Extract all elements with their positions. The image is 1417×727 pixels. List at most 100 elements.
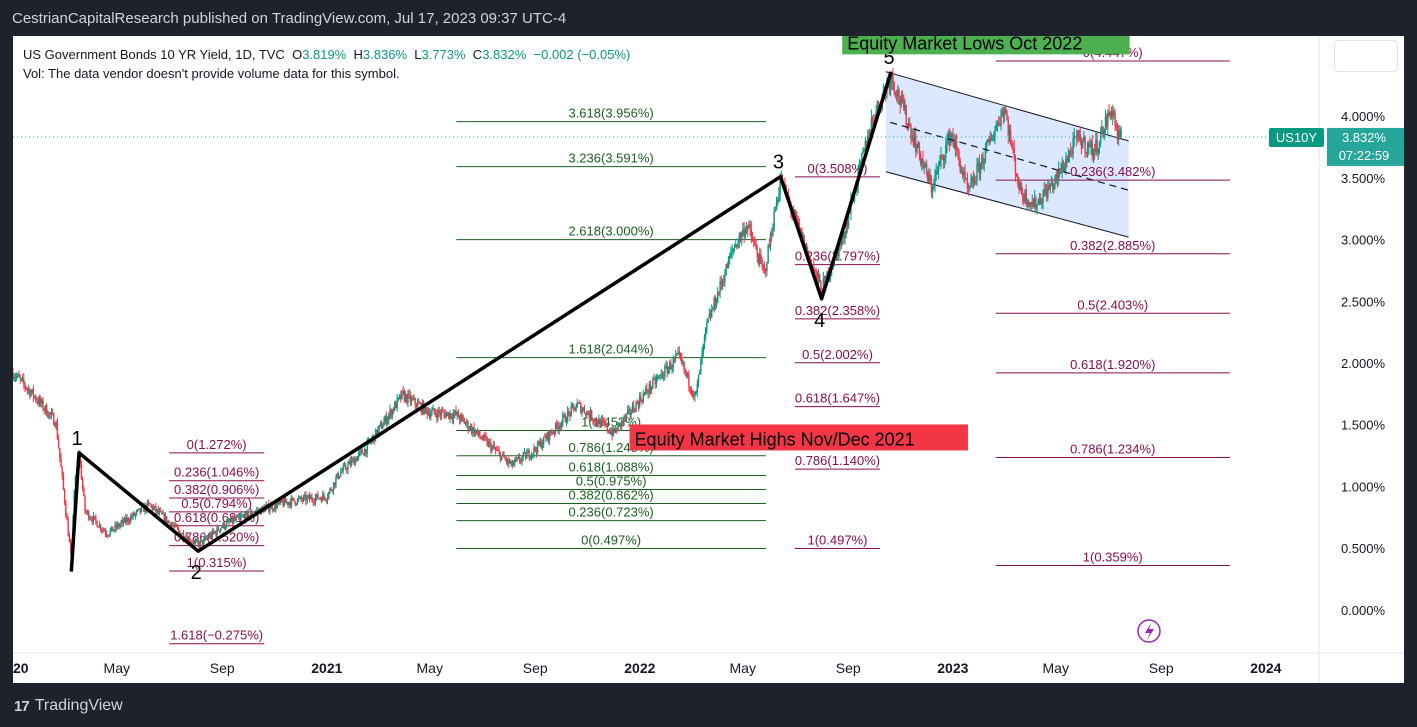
- candle-body: [340, 472, 342, 477]
- candle-body: [484, 434, 486, 438]
- candle-body: [1113, 110, 1115, 113]
- candle-body: [239, 517, 241, 519]
- candle-body: [140, 506, 143, 512]
- candle-body: [99, 524, 102, 530]
- candle-body: [823, 276, 826, 279]
- candle-body: [867, 135, 869, 148]
- candle-body: [1031, 201, 1033, 205]
- candle-body: [661, 373, 664, 378]
- candle-body: [365, 449, 367, 454]
- candle-body: [838, 244, 840, 257]
- candle-body: [1086, 148, 1089, 153]
- candle-body: [1067, 155, 1069, 162]
- candle-body: [67, 520, 69, 536]
- candle-body: [692, 394, 695, 397]
- candle-body: [581, 409, 583, 414]
- candle-body: [1087, 143, 1090, 149]
- candle-body: [970, 180, 972, 188]
- candle-body: [1049, 184, 1051, 190]
- candle-body: [825, 276, 827, 279]
- channel-lower-line: [885, 171, 1129, 238]
- low-label: L: [414, 47, 422, 62]
- candle-body: [442, 411, 444, 413]
- candle-body: [1044, 189, 1047, 191]
- fib-level-label: 3.236(3.591%): [568, 151, 653, 166]
- candle-body: [1065, 158, 1067, 168]
- publisher-line: CestrianCapitalResearch published on Tra…: [12, 10, 567, 27]
- candle-body: [641, 400, 643, 402]
- candle-body: [635, 402, 637, 412]
- candle-body: [175, 524, 177, 527]
- candle-body: [311, 496, 313, 501]
- candle-body: [1045, 190, 1048, 198]
- candle-body: [290, 497, 293, 506]
- candle-body: [349, 461, 352, 465]
- candle-body: [915, 135, 917, 152]
- candle-body: [57, 438, 60, 449]
- candle-body: [1115, 125, 1117, 128]
- candle-body: [652, 378, 654, 388]
- candle-body: [943, 158, 946, 161]
- candle-body: [677, 351, 679, 354]
- candle-body: [540, 441, 542, 448]
- candle-body: [826, 271, 828, 279]
- candle-body: [305, 495, 307, 502]
- candle-body: [382, 426, 384, 429]
- chart-legend: US Government Bonds 10 YR Yield, 1D, TVC…: [23, 45, 630, 83]
- candle-body: [1009, 129, 1012, 144]
- candle-body: [418, 402, 420, 404]
- candle-body: [1003, 108, 1006, 116]
- candle-body: [463, 419, 466, 424]
- wave-label-3: 3: [773, 152, 784, 174]
- candle-body: [344, 464, 347, 469]
- candle-body: [642, 394, 644, 402]
- candle-body: [647, 392, 649, 394]
- candle-body: [593, 420, 595, 422]
- wave-label-2: 2: [191, 562, 202, 584]
- candle-body: [682, 362, 684, 364]
- candle-body: [1107, 112, 1109, 127]
- candle-body: [656, 377, 659, 380]
- legend-ohlc: US Government Bonds 10 YR Yield, 1D, TVC…: [23, 45, 630, 64]
- candle-body: [659, 374, 661, 377]
- candle-body: [873, 119, 875, 124]
- candle-body: [213, 531, 216, 533]
- candle-body: [468, 429, 470, 431]
- candle-body: [143, 505, 145, 512]
- candle-body: [993, 135, 995, 141]
- candle-body: [460, 415, 462, 421]
- candle-body: [648, 383, 650, 394]
- candle-body: [294, 501, 296, 505]
- chart-settings-button[interactable]: [1334, 40, 1398, 72]
- chart-pane[interactable]: 0(1.272%) 0.236(1.046%) 0.382(0.906%) 0.5(0…: [13, 36, 1404, 683]
- candle-body: [620, 420, 623, 427]
- candle-body: [362, 453, 365, 456]
- x-axis-tick-label: 2021: [311, 660, 342, 676]
- candle-body: [128, 521, 131, 523]
- candle-body: [594, 418, 596, 422]
- candle-body: [456, 411, 458, 415]
- candle-body: [756, 249, 759, 258]
- price-chart[interactable]: 0(1.272%)0.236(1.046%)0.382(0.906%)0.5(0…: [13, 36, 1404, 683]
- candle-body: [721, 281, 724, 285]
- symbol-description[interactable]: US Government Bonds 10 YR Yield, 1D, TVC: [23, 47, 285, 62]
- candle-body: [611, 431, 613, 436]
- candle-body: [727, 257, 730, 269]
- candle-body: [634, 410, 636, 412]
- candle-body: [228, 520, 230, 523]
- candle-body: [632, 405, 635, 411]
- candle-body: [797, 220, 799, 223]
- candle-body: [445, 413, 448, 418]
- candle-body: [1074, 136, 1077, 138]
- close-value: 3.832%: [482, 47, 527, 62]
- tradingview-logo[interactable]: 17 TradingView: [14, 697, 123, 715]
- candle-body: [1000, 114, 1002, 126]
- fib-level-label: 0.786(1.234%): [1070, 442, 1155, 457]
- candle-body: [131, 516, 133, 518]
- candle-body: [552, 431, 554, 434]
- candle-body: [933, 185, 935, 187]
- candle-body: [1101, 126, 1103, 132]
- candle-body: [676, 353, 678, 356]
- candle-body: [326, 497, 329, 501]
- candle-body: [653, 378, 655, 380]
